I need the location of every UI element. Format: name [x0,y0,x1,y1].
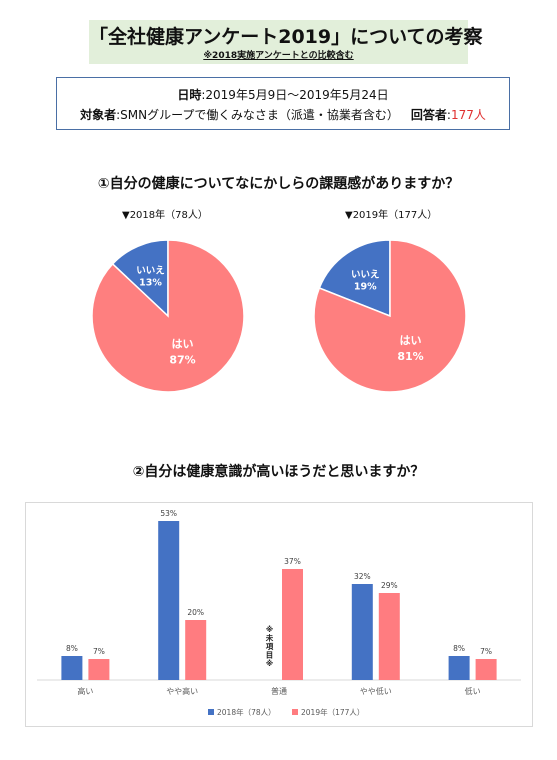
x-tick-label-1: やや高い [166,686,198,696]
pie-2018-slice-yes [91,239,245,393]
x-tick-label-2: 普通 [271,686,287,696]
legend-label-2018: 2018年（78人） [217,707,276,717]
bar-2019-4 [475,659,497,680]
pie-2018-slice-no [111,239,169,318]
survey-date: 日時:2019年5月9日～2019年5月24日 [57,86,509,103]
bar-label-2018-0: 8% [66,644,78,653]
x-tick-label-4: 低い [465,686,481,696]
target-value: :SMNグループで働くみなさま（派遣・協業者含む） [116,108,399,122]
pie-2019-label-yes: はい [400,334,422,347]
legend-swatch-2019 [292,709,298,715]
missing-note-char-0: ※ [266,625,273,634]
missing-note-char-3: 目 [266,651,274,660]
legend-label-2019: 2019年（177人） [301,707,364,717]
pie-2018-value-yes: 87% [169,353,195,366]
survey-info-box: 日時:2019年5月9日～2019年5月24日 対象者:SMNグループで働くみな… [56,77,510,130]
legend-swatch-2018 [208,709,214,715]
question-2-title: ②自分は健康意識が高いほうだと思いますか？ [132,464,425,480]
bar-label-2018-1: 53% [160,509,177,518]
title-banner: 「全社健康アンケート2019」についての考察 ※2018実施アンケートとの比較含… [89,20,483,64]
page-subtitle: ※2018実施アンケートとの比較含む [203,51,354,61]
pie-2019-value-yes: 81% [397,350,423,363]
bar-2019-2 [282,569,303,680]
bar-label-2018-3: 32% [354,572,371,581]
respondents-value: 177人 [450,108,486,122]
question-1-title: ①自分の健康についてなにかしらの課題感がありますか？ [97,176,460,192]
pie-2018-value-no: 13% [139,278,162,289]
bar-2018-3 [351,584,373,680]
bar-label-2019-3: 29% [381,581,398,590]
pie-2018-label-no: いいえ [136,266,165,277]
x-tick-label-0: 高い [77,686,93,696]
pie-2019-caption: ▼2019年（177人） [345,210,438,221]
survey-target: 対象者:SMNグループで働くみなさま（派遣・協業者含む） 回答者:177人 [57,106,509,123]
bar-2018-0 [61,656,83,680]
bar-label-2019-4: 7% [480,647,492,656]
missing-note-char-2: 項 [266,642,274,651]
respondents-sep: : [446,108,451,122]
pie-2019-slice-yes [313,239,467,393]
bar-label-2018-4: 8% [453,644,465,653]
pie-2019-value-no: 19% [354,282,377,293]
bar-2018-1 [158,521,180,680]
missing-note-char-4: ※ [266,659,273,668]
bar-2018-4 [448,656,470,680]
respondents-label: 回答者 [410,108,447,122]
bar-label-2019-1: 20% [187,608,204,617]
bar-2019-3 [378,593,400,680]
date-label: 日時 [177,88,202,102]
bar-chart-frame [25,502,533,727]
missing-note-char-1: 未 [266,633,274,643]
target-label: 対象者 [80,108,117,122]
page-title: 「全社健康アンケート2019」についての考察 [89,26,483,48]
pie-2018-label-yes: はい [171,337,193,350]
bar-label-2019-2: 37% [284,557,301,566]
bar-label-2019-0: 7% [93,647,105,656]
pie-2019-slice-no [318,239,391,318]
pie-2018-caption: ▼2018年（78人） [122,210,208,221]
bar-2019-1 [185,620,207,680]
x-tick-label-3: やや低い [360,686,392,696]
date-value: :2019年5月9日～2019年5月24日 [201,88,389,102]
bar-2019-0 [88,659,110,680]
pie-2019-label-no: いいえ [351,270,380,281]
